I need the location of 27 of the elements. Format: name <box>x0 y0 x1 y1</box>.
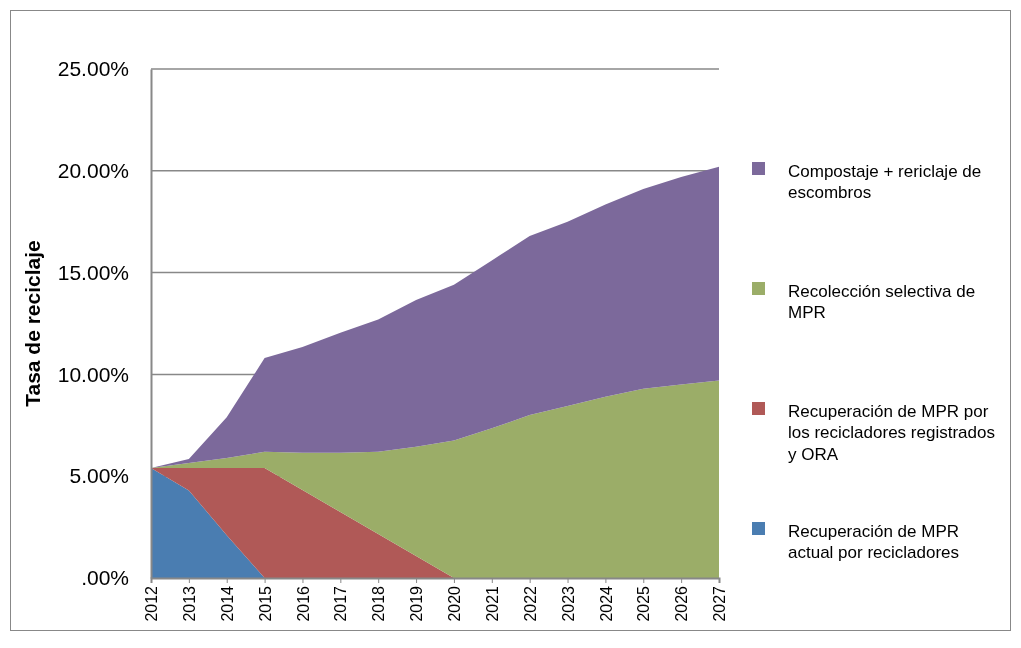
x-tick-label: 2016 <box>294 585 312 622</box>
y-tick-label: 25.00% <box>57 57 129 81</box>
x-tick-label: 2022 <box>521 585 539 622</box>
x-tick-label: 2019 <box>408 585 426 622</box>
x-tick-label: 2021 <box>483 585 501 622</box>
x-tick-label: 2013 <box>180 585 198 622</box>
x-tick-label: 2023 <box>559 585 577 622</box>
y-axis-title: Tasa de reciclaje <box>21 240 44 407</box>
y-tick-label: 20.00% <box>57 159 129 183</box>
y-tick-label: .00% <box>81 566 129 590</box>
x-tick-label: 2026 <box>673 585 691 622</box>
legend-label: Recuperación de MPR por los recicladores registrados y ORA <box>788 402 995 464</box>
x-tick-label: 2020 <box>446 585 464 622</box>
x-tick-label: 2017 <box>332 585 350 622</box>
legend-label: Recuperación de MPR actual por recicladores <box>788 522 960 563</box>
x-tick-label: 2024 <box>597 585 615 622</box>
legend-label: Compostaje + rericlaje de escombros <box>788 162 982 203</box>
y-tick-label: 5.00% <box>69 464 129 488</box>
x-tick-label: 2025 <box>635 585 653 622</box>
x-tick-label: 2018 <box>370 585 388 622</box>
x-tick-label: 2027 <box>711 585 729 622</box>
legend-label: Recolección selectiva de MPR <box>788 282 976 323</box>
x-tick-label: 2012 <box>143 585 161 622</box>
x-tick-label: 2014 <box>218 585 236 622</box>
x-tick-label: 2015 <box>256 585 274 622</box>
y-tick-label: 10.00% <box>57 362 129 386</box>
y-tick-label: 15.00% <box>57 260 129 284</box>
